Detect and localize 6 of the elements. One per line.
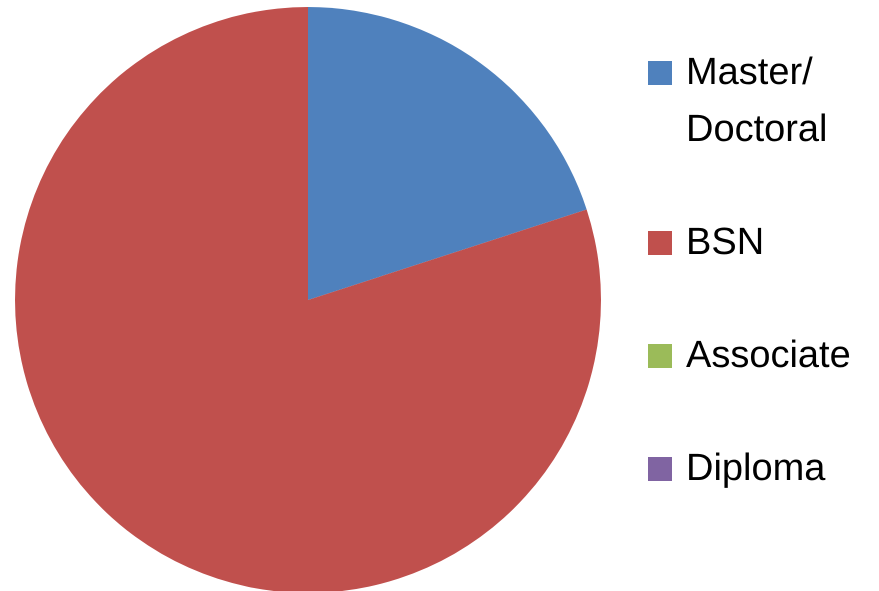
legend-label: Master/ Doctoral	[686, 50, 828, 152]
pie-slice	[15, 7, 601, 591]
legend-label: Diploma	[686, 446, 826, 491]
legend-label: BSN	[686, 220, 766, 265]
legend-label: Associate	[686, 333, 852, 378]
pie-slice	[308, 7, 587, 300]
